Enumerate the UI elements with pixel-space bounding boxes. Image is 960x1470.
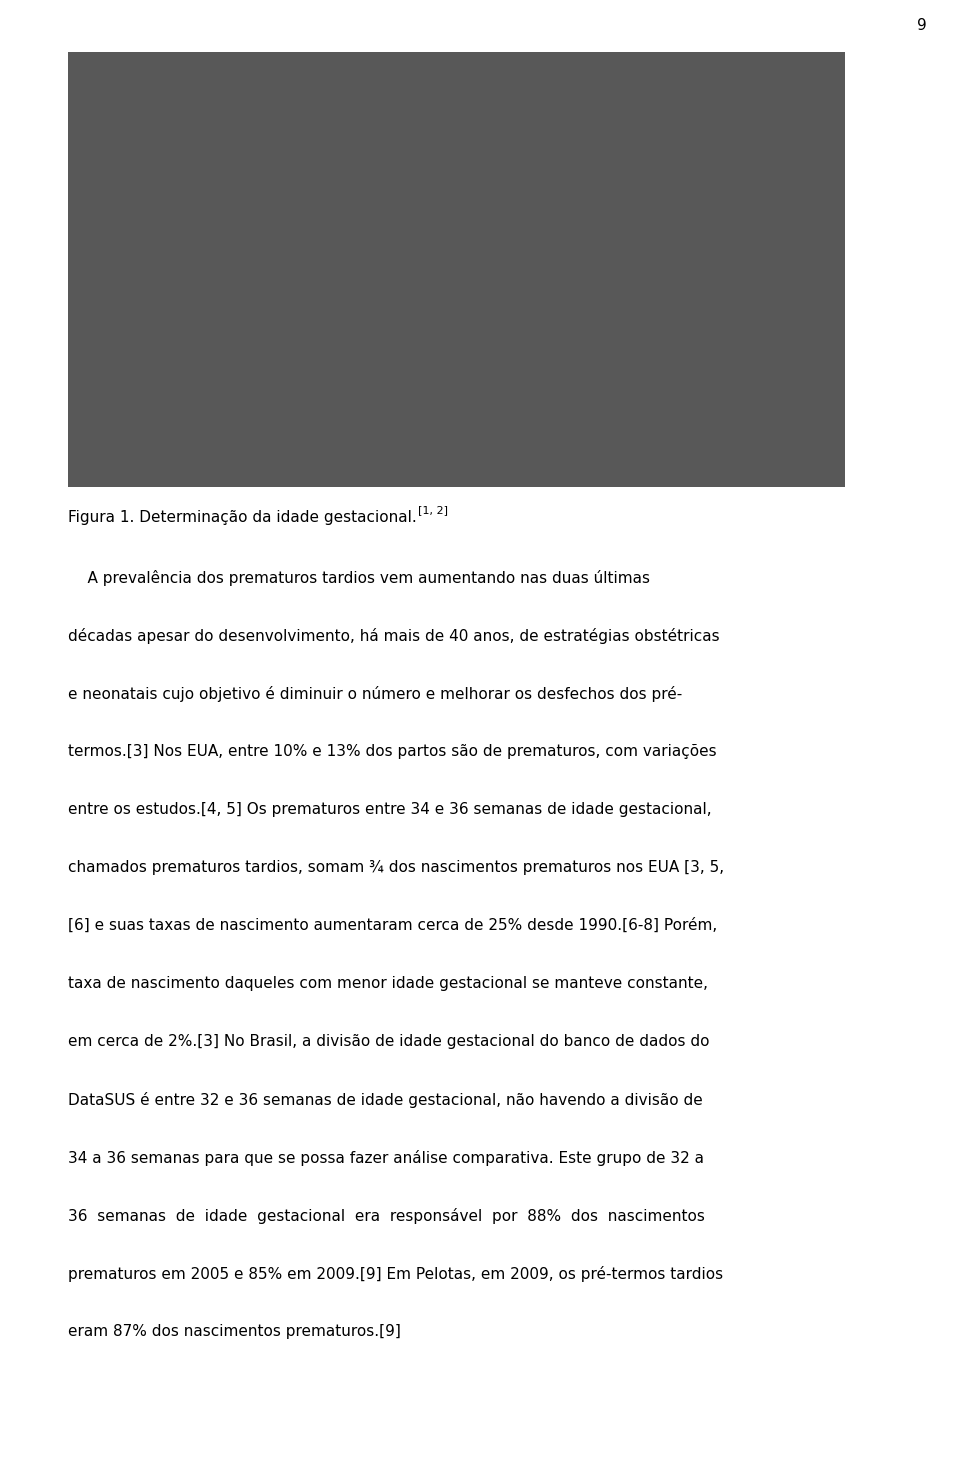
Text: 239: 239 [348,188,372,201]
Text: 34 a 36 semanas para que se possa fazer análise comparativa. Este grupo de 32 a: 34 a 36 semanas para que se possa fazer … [68,1150,704,1166]
Text: “Late Preterm” Infants*: “Late Preterm” Infants* [347,71,566,90]
Text: DataSUS é entre 32 e 36 semanas de idade gestacional, não havendo a divisão de: DataSUS é entre 32 e 36 semanas de idade… [68,1092,703,1108]
Text: A prevalência dos prematuros tardios vem aumentando nas duas últimas: A prevalência dos prematuros tardios vem… [68,570,650,587]
Text: Preterm: Preterm [283,394,357,410]
Text: décadas apesar do desenvolvimento, há mais de 40 anos, de estratégias obstétrica: décadas apesar do desenvolvimento, há ma… [68,628,720,644]
Text: Early Term: Early Term [528,113,598,126]
Text: 36 6/7: 36 6/7 [480,282,518,295]
Text: 294: 294 [662,188,685,201]
Text: Week #: Week # [76,282,126,295]
Text: taxa de nascimento daqueles com menor idade gestacional se manteve constante,: taxa de nascimento daqueles com menor id… [68,976,708,991]
Text: prematuros em 2005 e 85% em 2009.[9] Em Pelotas, em 2009, os pré-termos tardios: prematuros em 2005 e 85% em 2009.[9] Em … [68,1266,723,1282]
Text: 274: 274 [569,188,592,201]
Text: Figura 1. Determinação da idade gestacional.: Figura 1. Determinação da idade gestacio… [68,510,417,525]
Text: termos.[3] Nos EUA, entre 10% e 13% dos partos são de prematuros, com variações: termos.[3] Nos EUA, entre 10% e 13% dos … [68,744,716,759]
Text: [6] e suas taxas de nascimento aumentaram cerca de 25% desde 1990.[6-8] Porém,: [6] e suas taxas de nascimento aumentara… [68,917,717,933]
Text: em cerca de 2%.[3] No Brasil, a divisão de idade gestacional do banco de dados d: em cerca de 2%.[3] No Brasil, a divisão … [68,1033,709,1050]
Text: * Raju TNK. NIH Consensus Conference
on “Optimizing Care and Outcome of the
Near: * Raju TNK. NIH Consensus Conference on … [499,423,707,469]
Text: Post term: Post term [690,394,767,410]
Text: 36  semanas  de  idade  gestacional  era  responsável  por  88%  dos  nascimento: 36 semanas de idade gestacional era resp… [68,1208,705,1225]
Text: eram 87% dos nascimentos prematuros.[9]: eram 87% dos nascimentos prematuros.[9] [68,1324,401,1339]
Text: 0/7: 0/7 [132,282,152,295]
Text: 260: 260 [488,188,511,201]
Text: 259: 259 [468,188,492,201]
Text: 41 6/7: 41 6/7 [655,282,693,295]
Text: [1, 2]: [1, 2] [419,506,448,516]
Text: Late Preterm: Late Preterm [378,113,476,126]
Text: 1: 1 [137,188,146,201]
Text: e neonatais cujo objetivo é diminuir o número e melhorar os desfechos dos pré-: e neonatais cujo objetivo é diminuir o n… [68,686,683,703]
Text: 9: 9 [917,19,926,34]
Text: 34 0/7: 34 0/7 [341,282,378,295]
Text: entre os estudos.[4, 5] Os prematuros entre 34 e 36 semanas de idade gestacional: entre os estudos.[4, 5] Os prematuros en… [68,803,711,817]
Text: chamados prematuros tardios, somam ¾ dos nascimentos prematuros nos EUA [3, 5,: chamados prematuros tardios, somam ¾ dos… [68,860,724,875]
Text: Day #: Day # [76,188,114,201]
Text: First day
of LMP: First day of LMP [146,138,201,162]
Text: Term: Term [567,394,606,410]
